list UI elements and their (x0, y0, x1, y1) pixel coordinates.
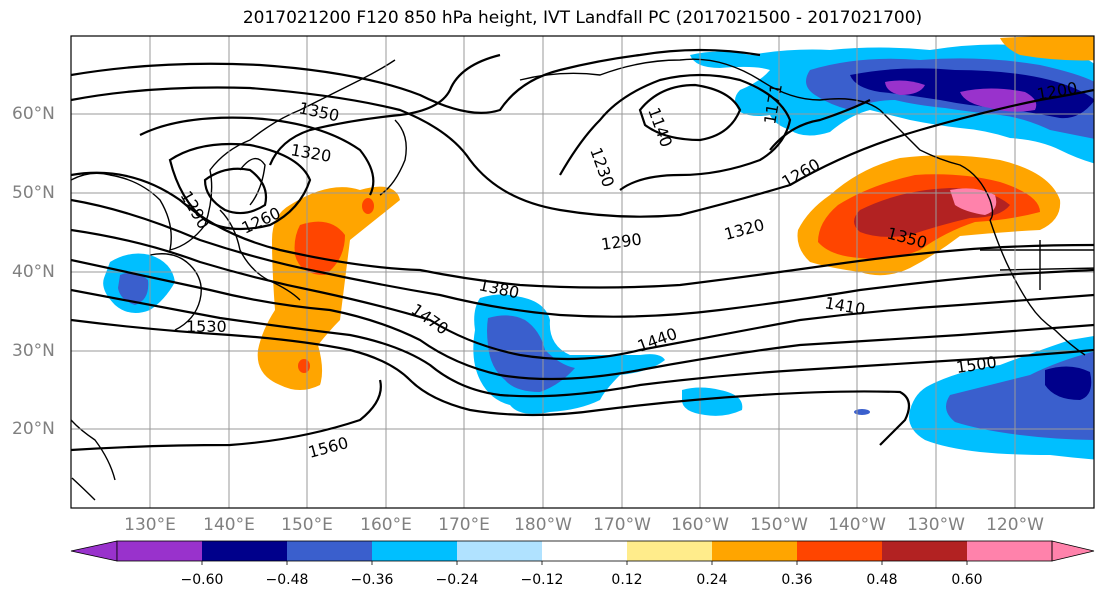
colorbar-bin (202, 541, 287, 561)
colorbar-tick-label: 0.12 (611, 572, 643, 588)
colorbar-bin (712, 541, 797, 561)
lon-label: 140°W (828, 515, 886, 535)
colorbar-tick-label: 0.24 (696, 572, 728, 588)
lon-label: 180°W (514, 515, 572, 535)
lon-label: 170°W (593, 515, 651, 535)
colorbar-tick-label: −0.12 (520, 572, 564, 588)
colorbar-tick-label: −0.24 (435, 572, 479, 588)
lon-label: 150°W (750, 515, 808, 535)
map-title: 2017021200 F120 850 hPa height, IVT Land… (242, 8, 923, 28)
map-frame (70, 35, 1095, 509)
colorbar-bin (797, 541, 882, 561)
lon-label: 160°E (360, 515, 412, 535)
colorbar-tick-label: −0.48 (265, 572, 309, 588)
colorbar-bin (882, 541, 967, 561)
colorbar-bin (457, 541, 542, 561)
coastlines (71, 58, 1094, 501)
colorbar-bin (117, 541, 202, 561)
height-contours (71, 48, 1094, 452)
lat-label: 40°N (12, 262, 55, 282)
colorbar-tick-label: 0.36 (781, 572, 813, 588)
contour-label: 1260 (779, 155, 824, 192)
contour-label: 1230 (586, 145, 618, 190)
ivt-shading (103, 36, 1094, 460)
colorbar-frame (116, 540, 1053, 562)
colorbar-tick-label: 0.48 (866, 572, 898, 588)
colorbar-tick-label: 0.60 (951, 572, 983, 588)
colorbar-ticks (201, 561, 968, 565)
colorbar-bin (287, 541, 372, 561)
lat-label: 50°N (12, 183, 55, 203)
lon-label: 140°E (203, 515, 255, 535)
colorbar-tick-label: −0.36 (350, 572, 394, 588)
contour-label: 1320 (722, 215, 766, 244)
contour-label: 1560 (306, 433, 350, 462)
lat-label: 30°N (12, 341, 55, 361)
colorbar-bin (372, 541, 457, 561)
contour-label: 1470 (408, 300, 452, 339)
colorbar-bin (967, 541, 1052, 561)
lon-label: 130°E (124, 515, 176, 535)
colorbar-extend-right (1051, 540, 1095, 562)
contour-label: 1410 (823, 293, 866, 319)
lon-label: 160°W (671, 515, 729, 535)
lat-label: 60°N (12, 104, 55, 124)
lon-label: 150°E (281, 515, 333, 535)
colorbar-bin (627, 541, 712, 561)
colorbar (70, 540, 1095, 565)
lat-label: 20°N (12, 419, 55, 439)
lon-label: 170°E (438, 515, 490, 535)
lon-label: 130°W (907, 515, 965, 535)
colorbar-extend-left (70, 540, 118, 562)
colorbar-bin (542, 541, 627, 561)
contour-label: 1530 (186, 317, 227, 336)
colorbar-tick-label: −0.60 (180, 572, 224, 588)
contour-label: 1290 (600, 229, 643, 253)
lon-label: 120°W (986, 515, 1044, 535)
contour-label: 1350 (297, 98, 341, 125)
